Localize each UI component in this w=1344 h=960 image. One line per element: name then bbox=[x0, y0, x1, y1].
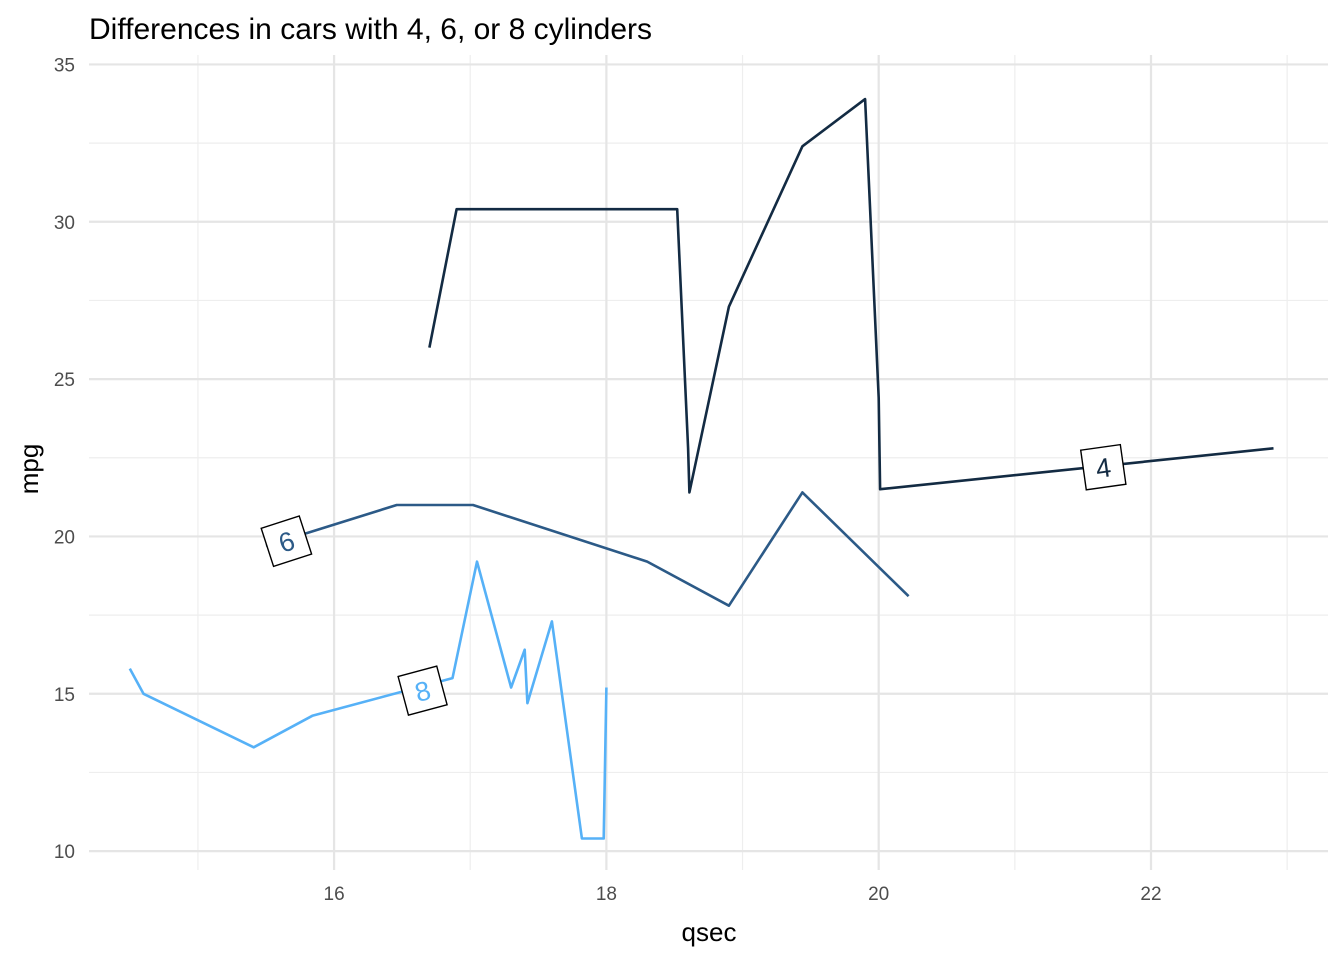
y-tick-label: 15 bbox=[54, 685, 75, 706]
series-label-4: 4 bbox=[1079, 443, 1127, 491]
y-tick-label: 30 bbox=[54, 213, 75, 234]
x-tick-label: 18 bbox=[596, 884, 617, 905]
series-label-8: 8 bbox=[397, 665, 448, 716]
x-tick-label: 20 bbox=[868, 884, 889, 905]
x-tick-label: 16 bbox=[324, 884, 345, 905]
y-tick-label: 25 bbox=[54, 370, 75, 391]
x-axis-tick-labels: 16 18 20 22 bbox=[324, 884, 1162, 905]
series-label-6: 6 bbox=[260, 515, 313, 568]
series-line-4 bbox=[428, 97, 1274, 494]
chart-title: Differences in cars with 4, 6, or 8 cyli… bbox=[89, 13, 652, 46]
series-line-8 bbox=[128, 560, 608, 840]
series-label-text: 4 bbox=[1094, 452, 1113, 484]
series-label-text: 8 bbox=[412, 675, 434, 708]
x-tick-label: 22 bbox=[1140, 884, 1161, 905]
series-labels: 4 6 8 bbox=[260, 443, 1127, 716]
minor-gridlines bbox=[89, 55, 1328, 870]
y-tick-label: 35 bbox=[54, 55, 75, 76]
series-line-6 bbox=[265, 491, 910, 608]
series-label-box bbox=[397, 665, 448, 716]
y-axis-title: mpg bbox=[14, 444, 44, 495]
series-lines bbox=[128, 97, 1274, 840]
series-label-box bbox=[1079, 443, 1127, 491]
y-axis-tick-labels: 10 15 20 25 30 35 bbox=[54, 55, 75, 863]
y-tick-label: 20 bbox=[54, 527, 75, 548]
x-axis-title: qsec bbox=[682, 917, 737, 947]
series-label-box bbox=[260, 515, 313, 568]
y-tick-label: 10 bbox=[54, 842, 75, 863]
